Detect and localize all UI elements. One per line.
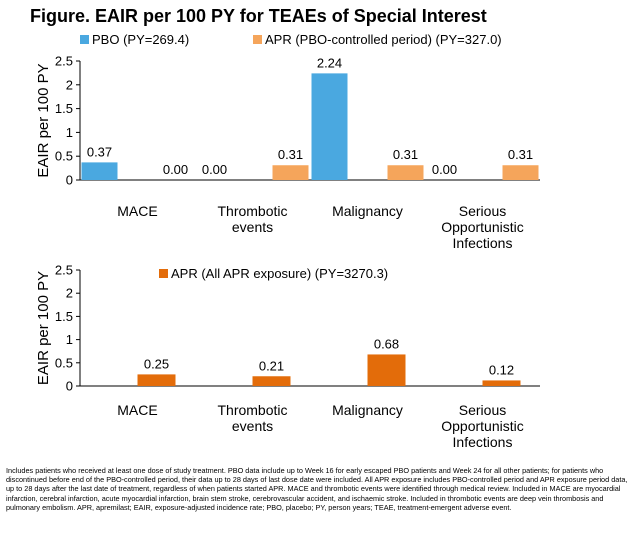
data-label: 0.21: [259, 358, 284, 373]
category-label: Malignancy: [332, 402, 403, 418]
bar: [81, 162, 118, 180]
y-tick-label: 1.5: [55, 101, 73, 116]
footnote: Includes patients who received at least …: [6, 466, 628, 512]
y-tick-label: 2.5: [55, 54, 73, 69]
bar: [367, 354, 406, 386]
data-label: 0.00: [163, 162, 188, 177]
data-label: 0.00: [432, 162, 457, 177]
data-label: 2.24: [317, 55, 342, 70]
y-tick-label: 1: [66, 125, 73, 140]
bar: [311, 73, 348, 180]
data-label: 0.37: [87, 144, 112, 159]
y-tick-label: 2: [66, 286, 73, 301]
bar: [137, 374, 176, 386]
bar: [387, 165, 424, 180]
y-tick-label: 0: [66, 379, 73, 394]
legend-label: PBO (PY=269.4): [92, 32, 189, 47]
y-axis-title: EAIR per 100 PY: [35, 63, 52, 177]
bar: [252, 376, 291, 386]
data-label: 0.12: [489, 362, 514, 377]
category-label: Serious: [459, 203, 506, 219]
y-tick-label: 1.5: [55, 309, 73, 324]
legend-label: APR (All APR exposure) (PY=3270.3): [171, 266, 388, 281]
data-label: 0.00: [202, 162, 227, 177]
y-tick-label: 1: [66, 332, 73, 347]
category-label: Thrombotic: [217, 203, 287, 219]
legend-label: APR (PBO-controlled period) (PY=327.0): [265, 32, 502, 47]
legend-swatch: [253, 35, 262, 44]
y-axis-title: EAIR per 100 PY: [35, 271, 52, 385]
y-tick-label: 0.5: [55, 149, 73, 164]
y-tick-label: 0: [66, 173, 73, 188]
y-tick-label: 2: [66, 77, 73, 92]
bar: [502, 165, 539, 180]
data-label: 0.31: [393, 147, 418, 162]
y-tick-label: 2.5: [55, 263, 73, 278]
bar: [272, 165, 309, 180]
legend-swatch: [159, 269, 168, 278]
category-label: events: [232, 418, 273, 434]
figure-title: Figure. EAIR per 100 PY for TEAEs of Spe…: [30, 6, 487, 26]
bar: [482, 380, 521, 386]
data-label: 0.31: [278, 147, 303, 162]
legend-swatch: [80, 35, 89, 44]
category-label: Opportunistic: [441, 219, 523, 235]
data-label: 0.31: [508, 147, 533, 162]
category-label: Serious: [459, 402, 506, 418]
category-label: Opportunistic: [441, 418, 523, 434]
y-tick-label: 0.5: [55, 355, 73, 370]
category-label: MACE: [117, 203, 157, 219]
data-label: 0.25: [144, 356, 169, 371]
category-label: Infections: [453, 434, 513, 450]
category-label: Thrombotic: [217, 402, 287, 418]
category-label: Malignancy: [332, 203, 403, 219]
category-label: events: [232, 219, 273, 235]
category-label: MACE: [117, 402, 157, 418]
category-label: Infections: [453, 235, 513, 251]
data-label: 0.68: [374, 336, 399, 351]
